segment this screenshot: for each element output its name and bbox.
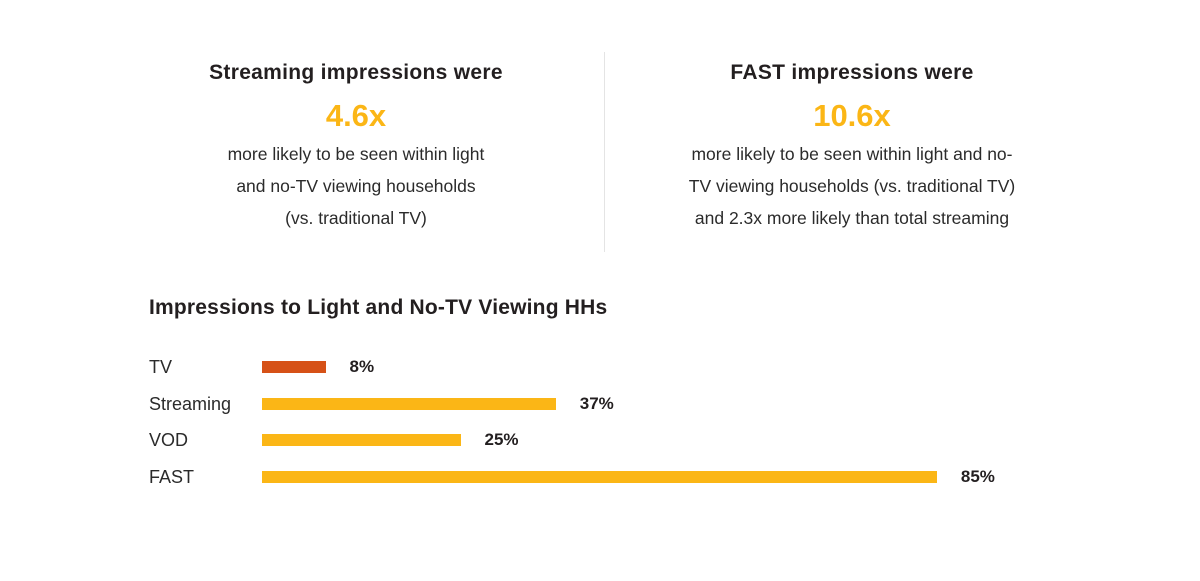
bar-row-tv: TV 8% <box>0 352 1200 382</box>
desc-line: (vs. traditional TV) <box>285 208 427 228</box>
chart-title: Impressions to Light and No-TV Viewing H… <box>149 296 608 319</box>
desc-line: more likely to be seen within light <box>227 144 485 164</box>
bar-row-vod: VOD 25% <box>0 425 1200 455</box>
fast-stat-heading: FAST impressions were <box>730 61 974 84</box>
bar-row-streaming: Streaming 37% <box>0 389 1200 419</box>
bar-value: 37% <box>579 394 614 413</box>
bar <box>262 361 326 373</box>
fast-stat-description: more likely to be seen within light and … <box>642 138 1062 234</box>
desc-line: and no-TV viewing households <box>236 176 476 196</box>
fast-stat: FAST impressions were 10.6x more likely … <box>642 56 1062 234</box>
desc-line: TV viewing households (vs. traditional T… <box>688 176 1016 196</box>
bar-value: 8% <box>349 357 375 376</box>
streaming-stat-value: 4.6x <box>325 98 387 133</box>
bar-row-fast: FAST 85% <box>0 462 1200 492</box>
bar-value: 85% <box>960 467 995 486</box>
fast-stat-value: 10.6x <box>813 98 891 133</box>
bar-label: Streaming <box>149 394 232 414</box>
desc-line: more likely to be seen within light and … <box>691 144 1013 164</box>
bar <box>262 471 937 483</box>
streaming-stat: Streaming impressions were 4.6x more lik… <box>146 56 566 234</box>
bar <box>262 434 461 446</box>
streaming-stat-description: more likely to be seen within light and … <box>146 138 566 234</box>
bar-value: 25% <box>484 430 519 449</box>
bar <box>262 398 556 410</box>
bar-label: FAST <box>149 467 195 487</box>
bar-label: VOD <box>149 430 189 450</box>
streaming-stat-heading: Streaming impressions were <box>209 61 503 84</box>
desc-line: and 2.3x more likely than total streamin… <box>694 208 1010 228</box>
column-divider <box>604 52 605 252</box>
bar-label: TV <box>149 357 173 377</box>
